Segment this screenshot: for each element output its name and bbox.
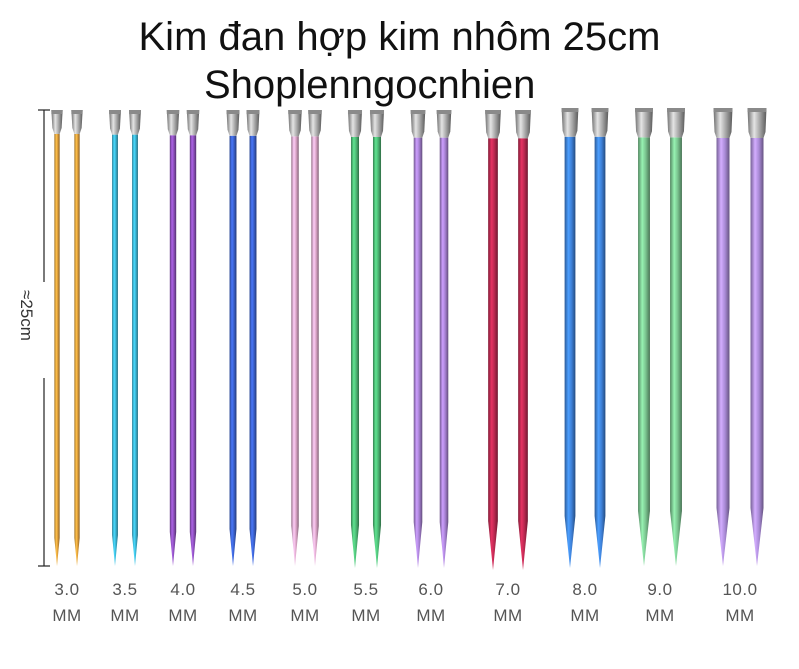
size-label: 5.5 (353, 580, 379, 599)
needle-end-cap (369, 110, 385, 137)
needle-end-cap (308, 110, 322, 137)
knitting-needle (436, 110, 452, 568)
needle-end-cap (246, 110, 260, 136)
size-label: 4.0 (170, 580, 196, 599)
knitting-needle (747, 108, 767, 566)
size-label: 6.0 (418, 580, 444, 599)
unit-label: MM (645, 606, 675, 625)
unit-label: MM (493, 606, 523, 625)
size-label: 3.0 (54, 580, 80, 599)
needle-end-cap (410, 110, 426, 138)
needle-end-cap (561, 108, 579, 137)
needle-end-cap (591, 108, 609, 137)
needle-pair-8-0 (561, 108, 609, 569)
needle-end-cap (667, 108, 685, 138)
needle-end-cap (288, 110, 302, 137)
length-label: ≈25cm (17, 290, 36, 341)
needle-end-cap (129, 110, 141, 135)
needle-pair-6-0 (410, 110, 452, 568)
knitting-needle (51, 110, 63, 566)
needle-end-cap (485, 110, 501, 139)
size-label: 3.5 (112, 580, 138, 599)
size-label: 7.0 (495, 580, 521, 599)
knitting-needle (71, 110, 83, 566)
knitting-needle (246, 110, 260, 567)
knitting-needle (226, 110, 240, 567)
needle-pair-5-5 (347, 110, 385, 568)
needle-end-cap (186, 110, 200, 136)
needle-end-cap (166, 110, 180, 136)
knitting-needle (713, 108, 733, 566)
title-line-2: Shoplenngocnhien (204, 63, 536, 107)
needle-end-cap (347, 110, 363, 137)
knitting-needle (129, 110, 141, 566)
unit-label: MM (416, 606, 446, 625)
needle-end-cap (515, 110, 531, 139)
size-label: 4.5 (230, 580, 256, 599)
knitting-needle (308, 110, 322, 566)
needle-end-cap (747, 108, 767, 138)
knitting-needle (410, 110, 426, 568)
needle-pair-7-0 (485, 110, 531, 570)
knitting-needle (515, 110, 531, 570)
unit-label: MM (725, 606, 755, 625)
needle-pair-9-0 (635, 108, 685, 566)
knitting-needle (369, 110, 385, 568)
unit-label: MM (570, 606, 600, 625)
needle-end-cap (109, 110, 121, 135)
size-label: 9.0 (647, 580, 673, 599)
length-dimension-bracket (30, 109, 58, 567)
needle-pair-10-0 (713, 108, 767, 566)
needle-end-cap (51, 110, 63, 134)
knitting-needle (347, 110, 363, 568)
knitting-needle (635, 108, 653, 566)
needle-end-cap (226, 110, 240, 136)
unit-label: MM (228, 606, 258, 625)
needle-end-cap (436, 110, 452, 138)
knitting-needle (485, 110, 501, 570)
knitting-needle (591, 108, 609, 569)
size-label: 5.0 (292, 580, 318, 599)
needle-pair-4-0 (166, 110, 200, 566)
knitting-needle (561, 108, 579, 569)
unit-label: MM (52, 606, 82, 625)
needle-end-cap (71, 110, 83, 134)
unit-label: MM (168, 606, 198, 625)
needle-pair-4-5 (226, 110, 260, 567)
needle-end-cap (713, 108, 733, 138)
needle-end-cap (635, 108, 653, 138)
needle-pair-3-0 (51, 110, 83, 566)
knitting-needle (186, 110, 200, 566)
knitting-needle (667, 108, 685, 566)
needle-pair-3-5 (109, 110, 141, 566)
unit-label: MM (351, 606, 381, 625)
unit-label: MM (110, 606, 140, 625)
size-label: 10.0 (722, 580, 758, 599)
needle-pair-5-0 (288, 110, 322, 566)
knitting-needle (166, 110, 180, 566)
knitting-needle (109, 110, 121, 566)
size-label: 8.0 (572, 580, 598, 599)
title-line-1: Kim đan hợp kim nhôm 25cm (138, 15, 661, 59)
knitting-needle (288, 110, 302, 566)
unit-label: MM (290, 606, 320, 625)
